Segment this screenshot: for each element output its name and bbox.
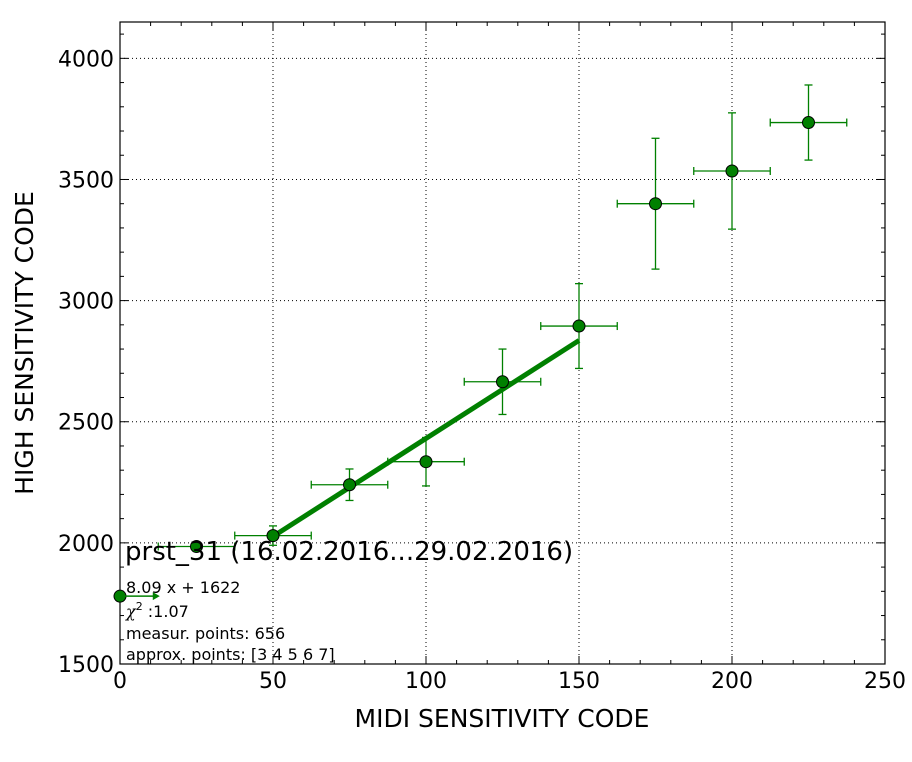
y-axis-label: HIGH SENSITIVITY CODE	[10, 191, 39, 495]
error-bars	[157, 84, 848, 551]
data-point	[496, 375, 509, 389]
y-tick-labels: 1500 2000 2500 3000 3500 4000	[58, 47, 114, 678]
arrow-group	[120, 592, 160, 601]
x-tick-label: 50	[259, 669, 287, 694]
arrow-head	[152, 592, 160, 601]
annotation-measur-points: measur. points: 656	[126, 624, 285, 643]
annotation-chi2: χ2 :1.07	[125, 600, 189, 621]
chi2-power: 2	[136, 600, 143, 613]
annotation-approx-points: approx. points: [3 4 5 6 7]	[126, 645, 335, 664]
annotation-title: prst_31 (16.02.2016...29.02.2016)	[125, 537, 573, 567]
y-tick-label: 1500	[58, 653, 114, 678]
x-tick-label: 0	[113, 669, 127, 694]
data-point	[725, 164, 739, 178]
plot-frame	[119, 21, 886, 665]
y-tick-label: 4000	[58, 47, 114, 72]
data-point	[190, 540, 203, 554]
x-tick-labels: 0 50 100 150 200 250	[113, 669, 906, 694]
x-axis-label: MIDI SENSITIVITY CODE	[355, 704, 650, 733]
x-tick-label: 200	[711, 669, 753, 694]
grid-lines	[120, 22, 885, 664]
chi2-value: :1.07	[143, 602, 189, 621]
y-tick-label: 3000	[58, 290, 114, 315]
y-tick-label: 3500	[58, 168, 114, 193]
data-point	[266, 529, 280, 543]
data-point	[649, 197, 662, 211]
data-point	[572, 319, 586, 333]
data-point	[802, 116, 815, 130]
x-tick-label: 250	[864, 669, 906, 694]
annotation-equation: 8.09 x + 1622	[126, 578, 240, 597]
chi2-symbol: χ	[125, 602, 137, 621]
x-tick-label: 100	[405, 669, 447, 694]
minor-ticks	[119, 22, 886, 665]
data-point	[419, 455, 433, 469]
x-tick-label: 150	[558, 669, 600, 694]
data-markers	[113, 116, 815, 603]
y-tick-label: 2000	[58, 532, 114, 557]
y-tick-label: 2500	[58, 411, 114, 436]
data-point	[343, 478, 356, 492]
